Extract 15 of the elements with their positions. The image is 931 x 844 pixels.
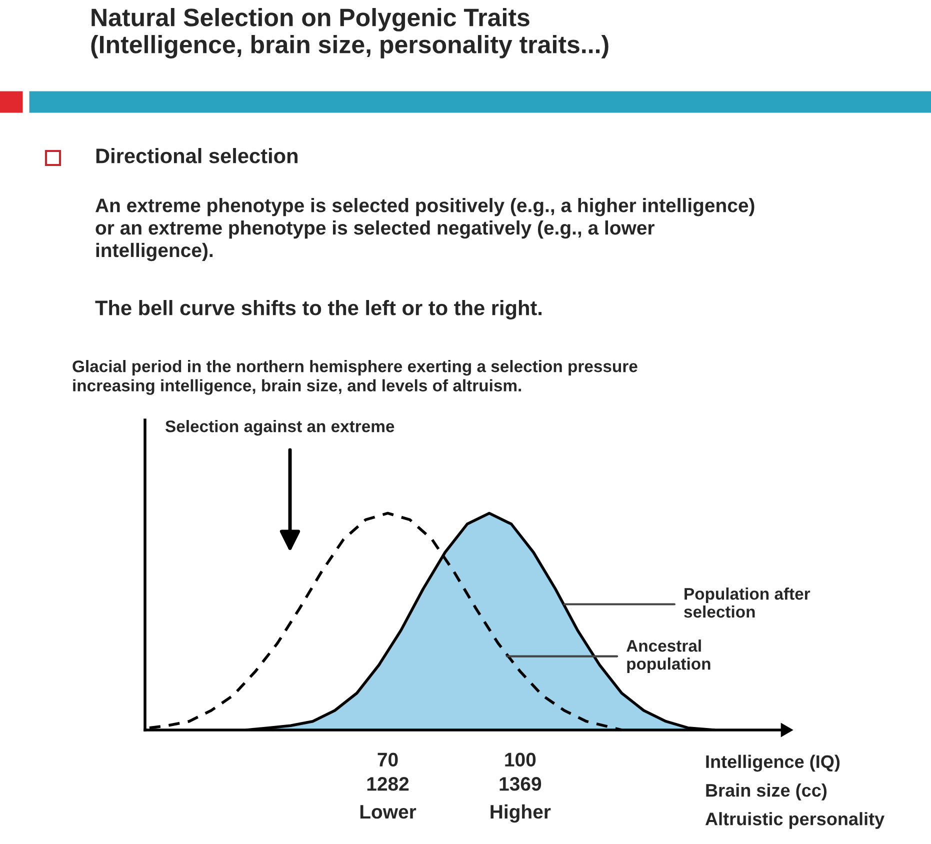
chart-subtitle: Directional selection bbox=[96, 148, 298, 164]
text: 1282 bbox=[367, 777, 409, 791]
text: An extreme phenotype is selected positively (e.g., a higher intelligence) or an extreme phenotype is selected negatively (e.g., a lower intelligence). bbox=[95, 198, 754, 262]
x-axis-title: Intelligence (IQ) Brain size (cc) Altruistic personality bbox=[705, 754, 884, 829]
text: 1369 bbox=[500, 777, 542, 791]
text: The bell curve shifts to the left or to the right. bbox=[95, 300, 542, 320]
x-tick-label: 100 bbox=[505, 752, 536, 767]
chart-title: Natural Selection on Polygenic Traits (Intelligence, brain size, personality traits...) bbox=[91, 8, 608, 58]
annotation: Ancestral population bbox=[626, 640, 710, 674]
annotation: Population after selection bbox=[684, 588, 810, 618]
text: Higher bbox=[490, 804, 551, 823]
text: Glacial period in the northern hemisphere exerting a selection pressure increasing intelligence, brain size, and levels of altruism. bbox=[72, 360, 638, 395]
x-tick-label: 70 bbox=[378, 752, 398, 767]
text: Lower bbox=[360, 805, 416, 819]
text: Selection against an extreme bbox=[165, 420, 394, 436]
